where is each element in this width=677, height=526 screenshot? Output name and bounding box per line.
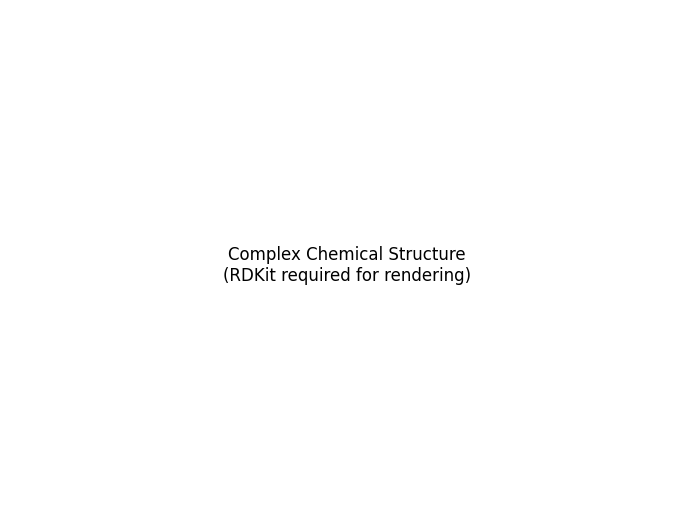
Text: Complex Chemical Structure
(RDKit required for rendering): Complex Chemical Structure (RDKit requir… bbox=[223, 246, 471, 285]
